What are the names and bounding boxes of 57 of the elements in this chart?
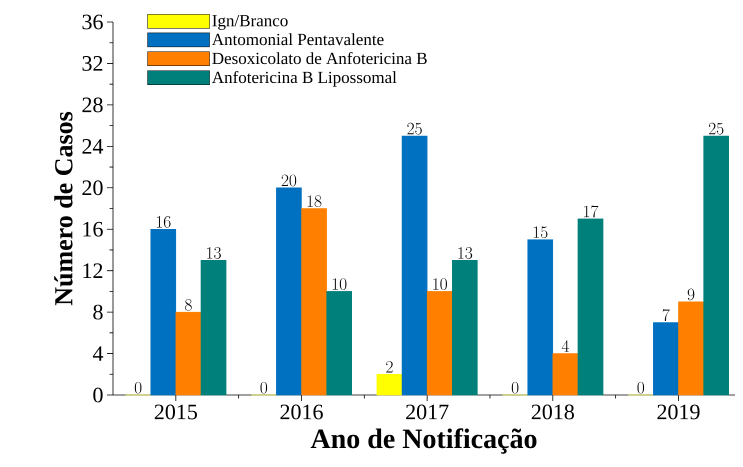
bar: [376, 374, 402, 396]
bar: [176, 312, 202, 396]
data-label: 25: [407, 122, 422, 135]
data-label: 17: [584, 205, 598, 218]
bar: [402, 136, 428, 396]
bar: [301, 208, 327, 396]
bar: [452, 260, 478, 396]
data-label: 7: [662, 309, 670, 322]
data-label: 0: [134, 382, 142, 394]
x-tick-label: 2017: [406, 404, 449, 420]
y-tick-label: 8: [93, 304, 103, 320]
y-axis-title: Número de Casos: [54, 112, 73, 306]
x-tick-label: 2018: [532, 404, 574, 420]
bar: [276, 188, 302, 396]
y-tick-label: 0: [93, 388, 103, 402]
data-label: 13: [458, 247, 472, 259]
data-label: 16: [156, 216, 171, 228]
data-label: 10: [332, 278, 346, 290]
bar: [678, 302, 704, 396]
data-label: 13: [207, 247, 221, 259]
y-tick-label: 16: [83, 222, 103, 237]
bar: [527, 239, 554, 396]
y-tick-label: 12: [83, 263, 102, 278]
data-label: 0: [637, 382, 644, 394]
y-tick-label: 28: [82, 97, 103, 112]
bar: [326, 291, 352, 396]
legend-label: Desoxicolato de Anfotericina B: [212, 52, 427, 64]
y-tick-label: 24: [82, 139, 104, 154]
data-label: 0: [512, 382, 518, 394]
y-tick-label: 36: [82, 14, 103, 30]
bar: [703, 136, 729, 396]
legend-label: Ign/Branco: [212, 15, 288, 30]
x-axis-title: Ano de Notificação: [310, 428, 536, 454]
bar: [653, 322, 679, 396]
y-tick-label: 20: [82, 180, 103, 196]
x-tick-label: 2016: [280, 404, 323, 420]
data-label: 2: [386, 361, 393, 373]
legend-label: Anfotericina B Lipossomal: [212, 70, 397, 87]
bar: [200, 260, 226, 396]
bar: [150, 228, 176, 396]
data-label: 4: [562, 340, 569, 352]
legend-label: Antomonial Pentavalente: [212, 33, 384, 46]
data-label: 9: [688, 288, 694, 300]
data-label: 0: [260, 382, 268, 394]
y-tick-label: 32: [82, 56, 102, 71]
bar: [426, 291, 453, 396]
bar: [552, 353, 578, 396]
x-tick-label: 2015: [154, 404, 197, 420]
x-tick-label: 2019: [657, 404, 700, 420]
data-label: 10: [433, 278, 447, 290]
data-label: 18: [308, 195, 322, 208]
data-label: 15: [534, 226, 548, 238]
data-label: 25: [708, 122, 724, 135]
data-label: 8: [185, 298, 192, 311]
y-tick-label: 4: [92, 346, 104, 361]
data-label: 20: [282, 174, 296, 186]
bar: [578, 218, 604, 396]
